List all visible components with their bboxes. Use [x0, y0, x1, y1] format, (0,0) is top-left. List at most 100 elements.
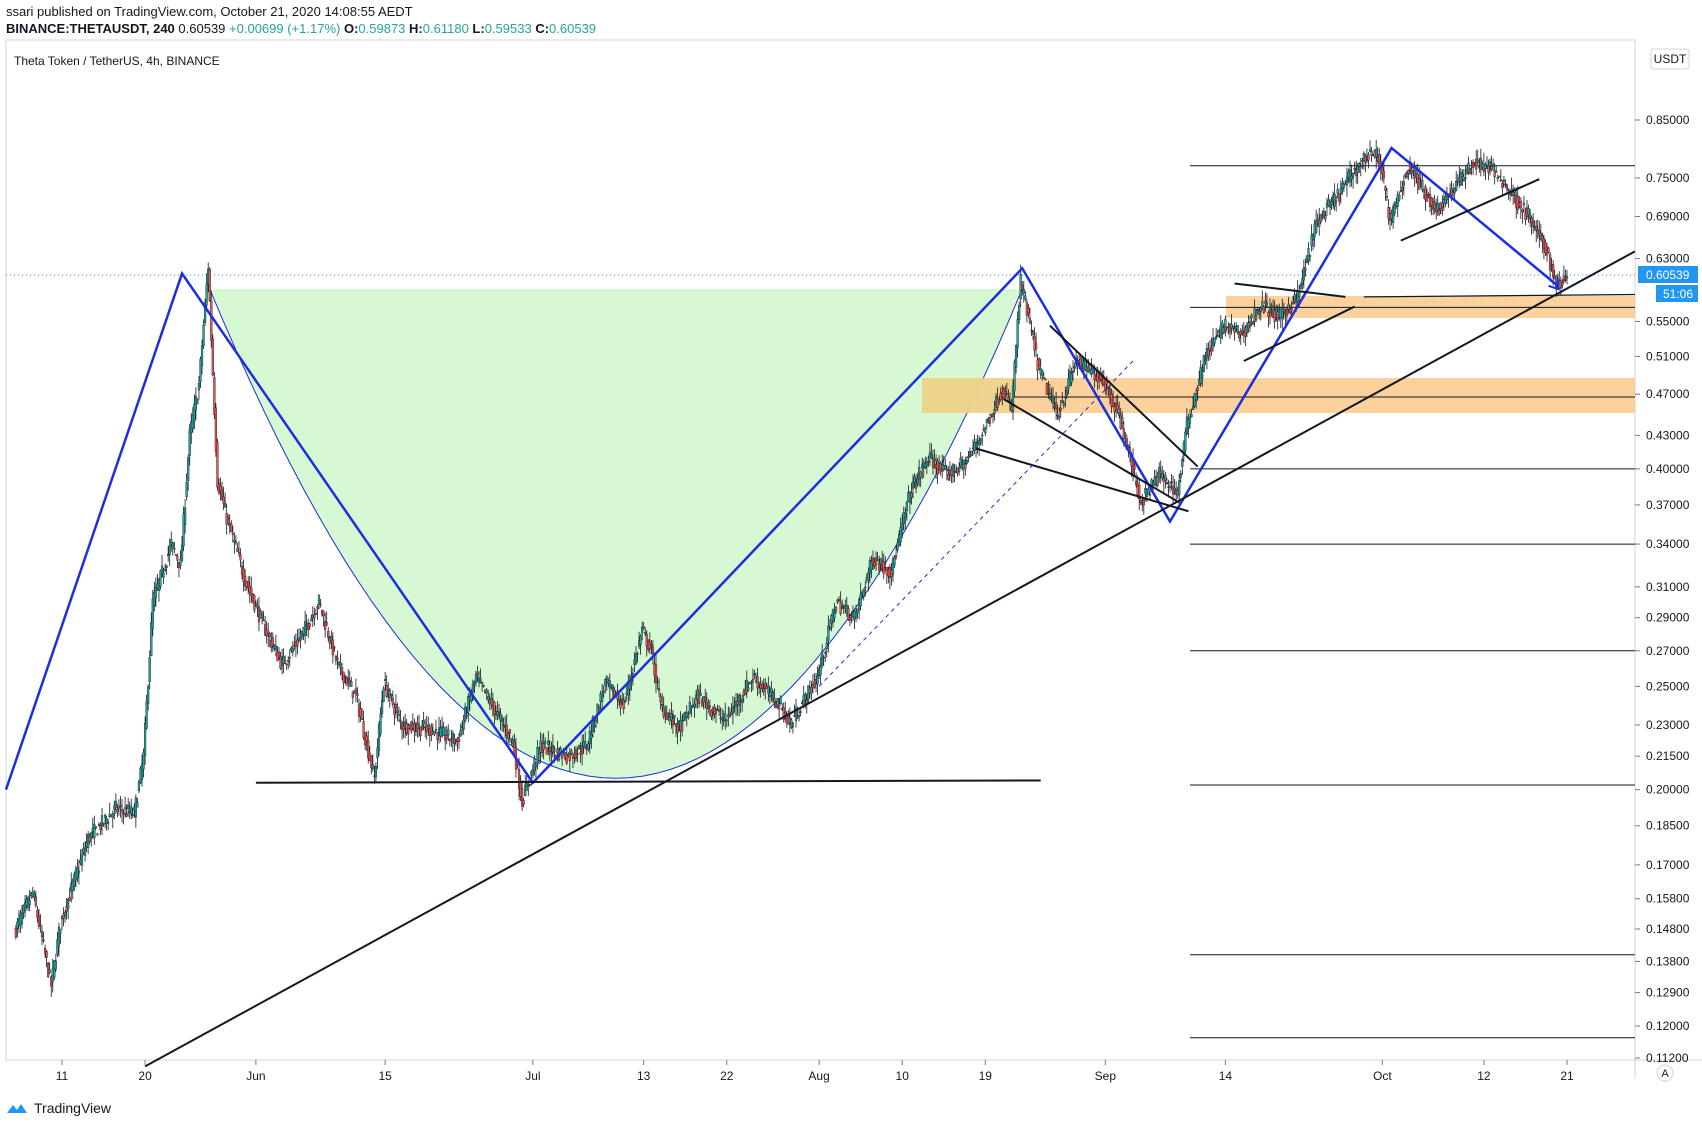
candle-338 — [534, 761, 538, 779]
candle-382 — [602, 685, 605, 698]
candle-body-863 — [1342, 183, 1345, 188]
candle-body-161 — [262, 619, 265, 622]
candle-body-771 — [1201, 374, 1204, 378]
candle-436 — [685, 705, 688, 727]
candle-212 — [340, 663, 344, 681]
candle-619 — [967, 450, 970, 463]
candle-163 — [265, 621, 268, 644]
candle-body-859 — [1336, 189, 1339, 194]
candle-136 — [224, 492, 227, 508]
candle-body-765 — [1191, 406, 1195, 410]
candle-160 — [260, 610, 264, 625]
candle-381 — [601, 683, 604, 712]
candle-806 — [1255, 308, 1258, 322]
candle-742 — [1156, 471, 1159, 488]
candle-body-201 — [324, 621, 327, 630]
candle-321 — [508, 729, 511, 743]
candle-body-198 — [319, 603, 322, 606]
low-label: L: — [472, 21, 485, 36]
candle-body-654 — [1021, 285, 1024, 291]
candle-323 — [511, 735, 514, 749]
candle-body-272 — [433, 731, 436, 735]
price-chart[interactable]: Theta Token / TetherUS, 4h, BINANCE 0.85… — [0, 0, 1702, 1100]
candle-554 — [867, 567, 870, 592]
candle-body-868 — [1350, 175, 1353, 180]
candle-body-452 — [710, 709, 713, 717]
candle-body-299 — [474, 674, 478, 682]
candle-874 — [1359, 157, 1362, 177]
candle-body-479 — [751, 679, 755, 681]
candle-body-713 — [1111, 396, 1115, 407]
candle-body-658 — [1027, 307, 1030, 314]
candle-683 — [1065, 386, 1068, 400]
candle-body-123 — [204, 302, 207, 323]
candle-body-674 — [1051, 395, 1055, 404]
candle-body-237 — [379, 713, 382, 735]
candle-body-459 — [721, 717, 724, 720]
candle-body-827 — [1287, 303, 1290, 310]
time-axis[interactable]: 11 20 Jun 15 Jul 13 22 Aug 10 19 Sep 14 Oct 12 21 — [56, 1060, 1574, 1083]
auto-scale-button[interactable] — [1656, 1064, 1674, 1082]
candle-452 — [710, 709, 713, 721]
candle-20 — [45, 949, 48, 968]
candle-body-480 — [753, 673, 756, 676]
candle-body-763 — [1188, 417, 1192, 424]
candle-body-711 — [1108, 388, 1112, 399]
candle-916 — [1424, 184, 1427, 211]
candle-851 — [1324, 210, 1327, 223]
candle-444 — [697, 684, 701, 708]
candle-body-346 — [547, 740, 550, 745]
candle-body-87 — [148, 657, 151, 682]
candle-213 — [342, 671, 345, 689]
candle-926 — [1439, 201, 1442, 214]
candle-body-867 — [1348, 169, 1352, 183]
candle-body-149 — [244, 575, 247, 587]
candle-body-495 — [776, 698, 779, 705]
candle-108 — [180, 535, 184, 562]
candle-826 — [1285, 306, 1289, 324]
candle-body-1008 — [1565, 276, 1569, 279]
candle-293 — [465, 706, 468, 720]
candle-body-202 — [325, 621, 328, 626]
currency-button[interactable] — [1650, 48, 1690, 70]
candle-body-52 — [94, 826, 97, 829]
candle-body-185 — [299, 637, 302, 641]
candle-body-409 — [644, 632, 647, 634]
zone-lower — [922, 378, 1635, 413]
candle-body-547 — [856, 608, 859, 613]
candle-146 — [239, 548, 242, 568]
candle-942 — [1464, 166, 1467, 190]
candle-850 — [1322, 207, 1325, 219]
price-tick-label-0: 0.85000 — [1646, 113, 1690, 127]
candle-16 — [39, 914, 42, 933]
candle-body-53 — [96, 833, 99, 836]
candle-959 — [1490, 155, 1493, 172]
candle-body-281 — [447, 729, 450, 736]
candle-298 — [473, 680, 476, 694]
candle-body-727 — [1133, 465, 1136, 470]
candle-47 — [87, 830, 90, 854]
candle-663 — [1034, 332, 1038, 358]
candle-462 — [725, 719, 728, 728]
candle-body-284 — [451, 732, 454, 743]
candle-body-111 — [185, 482, 188, 498]
candle-body-847 — [1318, 217, 1321, 227]
candle-304 — [482, 684, 485, 688]
candle-814 — [1267, 310, 1270, 328]
candle-751 — [1170, 474, 1173, 491]
candle-124 — [205, 273, 208, 312]
candle-body-274 — [436, 732, 439, 740]
candle-941 — [1462, 169, 1465, 182]
time-tick-label-5: 13 — [637, 1069, 651, 1083]
price-axis[interactable]: 0.85000 0.75000 0.69000 0.63000 0.55000 0.510… — [1635, 113, 1690, 1065]
candle-203 — [327, 627, 330, 642]
candle-960 — [1492, 158, 1495, 171]
candle-966 — [1501, 180, 1504, 196]
candle-body-552 — [864, 586, 867, 589]
candle-51 — [93, 815, 96, 845]
candle-238 — [380, 690, 384, 718]
candle-body-171 — [277, 651, 281, 658]
price-tick-label-8: 0.40000 — [1646, 462, 1690, 476]
candle-209 — [336, 650, 339, 670]
candle-195 — [314, 609, 318, 616]
